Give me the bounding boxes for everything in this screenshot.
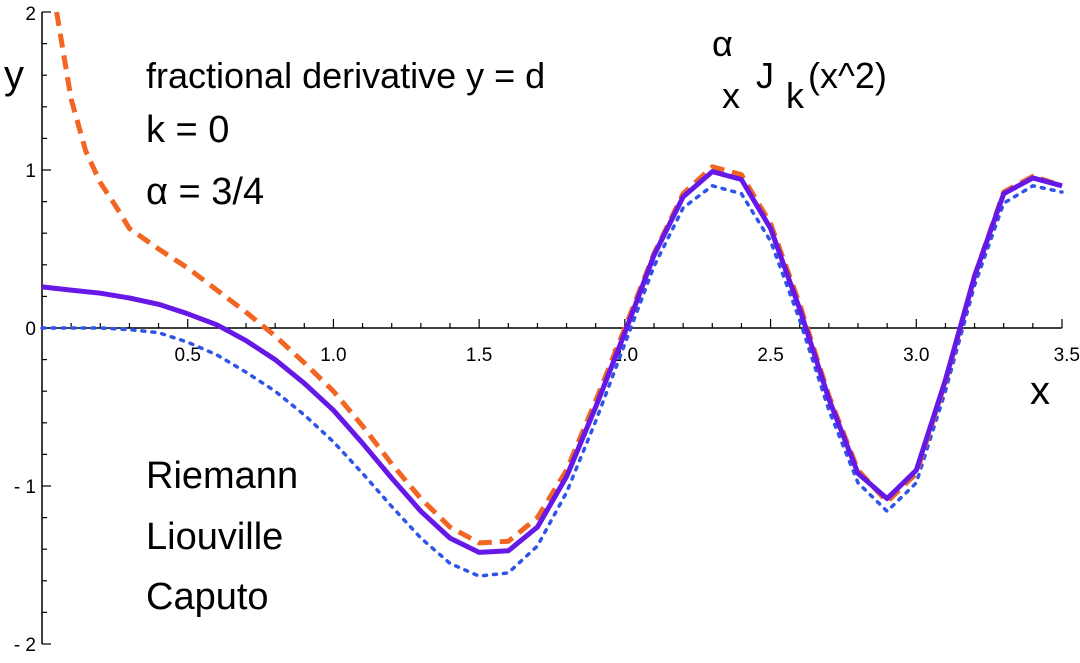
x-tick-label: 3.0 [903, 345, 929, 366]
y-tick-label: 0 [25, 319, 36, 340]
x-tick-label: 0.5 [175, 345, 201, 366]
annotation-alpha: α = 3/4 [146, 171, 264, 213]
legend-liouville: Liouville [146, 516, 283, 558]
y-tick-label: - 2 [14, 635, 36, 656]
y-axis-label: y [4, 53, 24, 97]
x-axis-label: x [1030, 369, 1050, 413]
title-superscript-alpha: α [712, 23, 733, 64]
x-tick-label: 2.5 [757, 345, 783, 366]
legend-caputo: Caputo [146, 576, 269, 618]
tick-marks [42, 11, 1063, 645]
x-tick-label: 1.0 [320, 345, 346, 366]
title-subscript-x: x [722, 75, 740, 116]
title-argument: (x^2) [808, 55, 887, 96]
title-function-j: J [756, 55, 774, 96]
title-subscript-k: k [786, 75, 805, 116]
annotation-k: k = 0 [146, 109, 229, 151]
series-layer [40, 11, 1064, 578]
title-prefix: fractional derivative y = d [146, 55, 545, 96]
y-tick-label: - 1 [14, 477, 36, 498]
y-tick-label: 1 [25, 161, 36, 182]
series-line-dotted [40, 184, 1064, 578]
x-tick-label: 3.5 [1054, 345, 1080, 366]
series-line-solid [41, 169, 1063, 555]
legend-riemann: Riemann [146, 455, 298, 497]
y-tick-label: 2 [25, 4, 36, 25]
x-tick-label: 1.5 [466, 345, 492, 366]
chart-title: fractional derivative y = d α x J k (x^2… [146, 23, 887, 116]
